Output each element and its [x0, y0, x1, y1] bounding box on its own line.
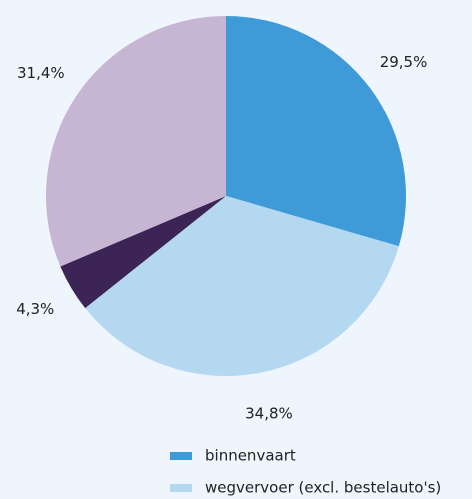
pie-slice	[226, 16, 406, 247]
legend-label: wegvervoer (excl. bestelauto's)	[205, 479, 441, 497]
legend-swatch	[170, 484, 192, 492]
slice-label: 4,3%	[16, 300, 54, 318]
pie-slice	[60, 196, 226, 309]
pie-slice	[85, 196, 399, 377]
slice-label: 34,8%	[245, 404, 293, 422]
legend-swatch	[170, 452, 192, 460]
slice-label: 31,4%	[17, 64, 65, 82]
legend-label: binnenvaart	[205, 447, 296, 465]
pie-slice	[45, 16, 227, 267]
slice-label: 29,5%	[380, 53, 428, 71]
